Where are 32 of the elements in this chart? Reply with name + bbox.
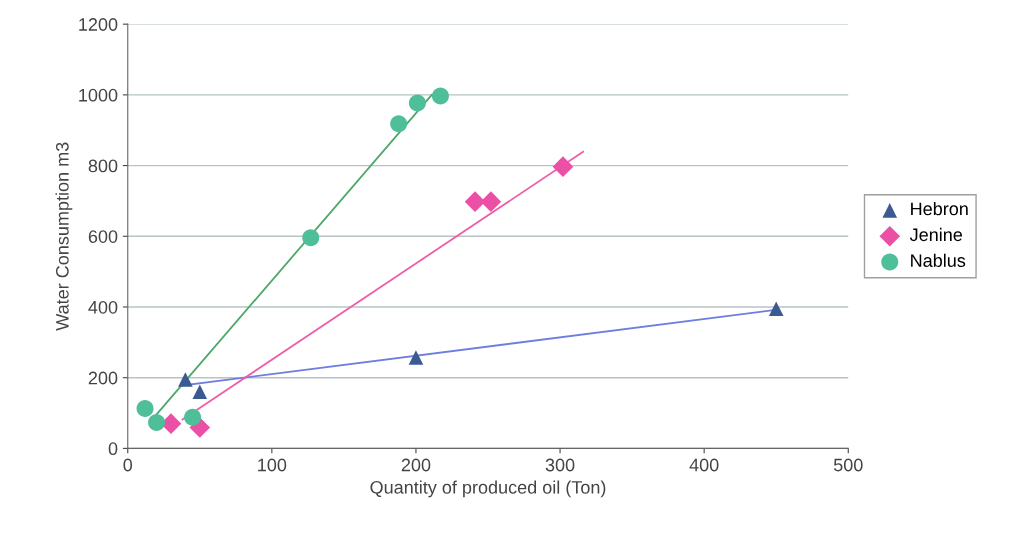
point <box>464 191 486 212</box>
y-tick-label: 800 <box>88 159 118 173</box>
y-tick-label: 1200 <box>79 18 118 31</box>
point <box>178 372 193 387</box>
point <box>302 229 320 247</box>
point <box>136 399 154 417</box>
x-tick-label: 0 <box>123 458 133 472</box>
y-tick-label: 1000 <box>79 88 118 102</box>
y-tick-label: 400 <box>88 300 118 314</box>
point <box>480 191 502 212</box>
x-tick-label: 500 <box>833 458 863 472</box>
x-tick-label: 300 <box>545 458 575 472</box>
point <box>768 301 784 317</box>
point <box>552 156 574 177</box>
y-tick-label: 0 <box>108 442 118 456</box>
point <box>192 384 208 400</box>
point <box>390 115 408 133</box>
point <box>184 408 202 426</box>
x-axis-title: Quantity of produced oil (Ton) <box>370 480 606 498</box>
y-tick-label: 600 <box>88 230 118 243</box>
legend-label: Hebron <box>911 202 968 216</box>
x-tick-label: 100 <box>258 458 287 472</box>
y-axis-title: Water Consumption m3 <box>55 142 73 331</box>
legend-label: Jenine <box>909 227 963 242</box>
point <box>148 414 166 432</box>
x-tick-label: 400 <box>689 458 719 472</box>
point <box>408 350 424 365</box>
point <box>408 94 426 112</box>
y-tick-label: 200 <box>88 371 118 385</box>
x-tick-label: 200 <box>401 458 431 472</box>
legend-label: Nablus <box>911 253 966 267</box>
point <box>431 87 449 105</box>
